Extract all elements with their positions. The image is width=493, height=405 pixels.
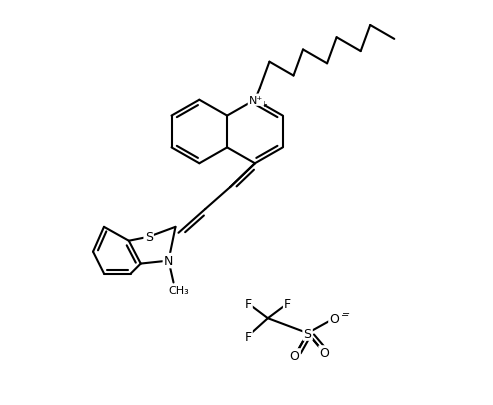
Text: F: F — [245, 297, 251, 310]
Text: −: − — [341, 311, 350, 320]
Text: O: O — [290, 350, 300, 362]
Text: S: S — [304, 327, 312, 340]
Text: S: S — [304, 327, 312, 340]
Text: O: O — [319, 347, 329, 360]
Text: O: O — [290, 350, 300, 362]
Text: N: N — [164, 254, 173, 267]
Text: F: F — [284, 297, 291, 310]
Text: N: N — [251, 96, 259, 105]
Text: F: F — [284, 297, 291, 310]
Text: CH₃: CH₃ — [168, 286, 189, 296]
Text: N⁺: N⁺ — [249, 96, 263, 105]
Text: F: F — [245, 297, 251, 310]
Text: N: N — [164, 254, 173, 267]
Text: O: O — [319, 347, 329, 360]
Text: F: F — [245, 330, 251, 343]
Text: +: + — [260, 100, 267, 109]
Text: S: S — [144, 231, 153, 244]
Text: O: O — [329, 312, 339, 325]
Text: F: F — [245, 330, 251, 343]
Text: −: − — [342, 309, 351, 318]
Text: S: S — [144, 231, 153, 244]
Text: O: O — [329, 312, 339, 325]
